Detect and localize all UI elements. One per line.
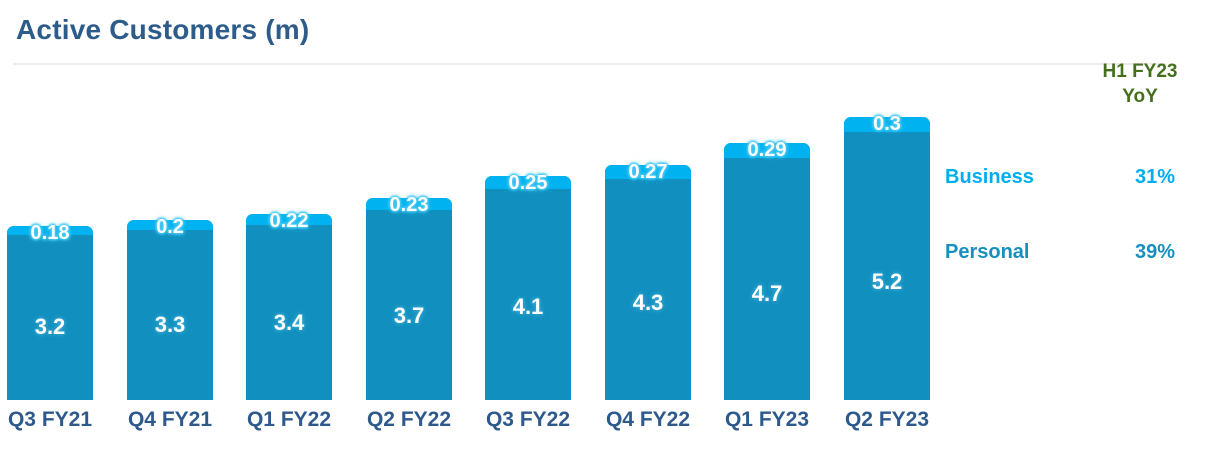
bar-segment-business <box>7 226 93 235</box>
bar-value-business: 0.27 <box>628 161 668 183</box>
bar-segment-business <box>246 214 332 225</box>
legend-label-business: Business <box>945 166 1034 188</box>
x-axis-label: Q2 FY22 <box>366 408 452 431</box>
bar-segment-business <box>485 176 571 189</box>
legend-item-personal: Personal 39% <box>945 241 1175 264</box>
bar-value-personal: 3.2 <box>34 314 66 339</box>
bar-segment-business <box>724 143 810 158</box>
bar-value-personal: 4.3 <box>632 290 664 315</box>
legend-header: H1 FY23 YoY <box>1080 59 1200 109</box>
x-axis-label: Q1 FY23 <box>724 408 810 431</box>
bar-value-business: 0.3 <box>873 113 901 135</box>
bar-value-business: 0.18 <box>30 222 70 244</box>
x-axis-label: Q4 FY21 <box>127 408 213 431</box>
bar-value-business: 0.23 <box>389 194 429 216</box>
bar-q3-fy21: 0.18 3.2 <box>7 222 93 400</box>
bar-segment-business <box>127 220 213 230</box>
bar-segment-business <box>605 165 691 179</box>
bar-q4-fy22: 0.27 4.3 <box>605 161 691 400</box>
bar-chart: 0.18 3.2 Q3 FY21 0.2 3.3 Q4 FY21 0.22 3.4 Q1 FY2… <box>7 70 957 450</box>
title-divider <box>13 63 1166 65</box>
bar-segment-business <box>844 117 930 132</box>
bar-q4-fy21: 0.2 3.3 <box>127 216 213 400</box>
chart-title: Active Customers (m) <box>16 14 310 45</box>
bar-q2-fy22: 0.23 3.7 <box>366 194 452 400</box>
bar-value-personal: 5.2 <box>871 269 903 294</box>
x-axis-label: Q3 FY22 <box>485 408 571 431</box>
bar-value-business: 0.29 <box>747 139 787 161</box>
bar-value-business: 0.25 <box>508 172 548 194</box>
bar-value-personal: 3.3 <box>154 312 186 337</box>
bar-value-business: 0.2 <box>156 216 184 238</box>
legend-value-personal: 39% <box>1134 241 1175 263</box>
x-axis-label: Q2 FY23 <box>844 408 930 431</box>
bar-segment-business <box>366 198 452 210</box>
x-axis-label: Q4 FY22 <box>605 408 691 431</box>
bar-value-personal: 3.7 <box>393 303 425 328</box>
bar-value-personal: 4.1 <box>512 294 544 319</box>
bar-value-business: 0.22 <box>269 210 309 232</box>
legend-header-line2: YoY <box>1122 86 1158 107</box>
bar-value-personal: 3.4 <box>273 310 305 335</box>
x-axis-label: Q3 FY21 <box>7 408 93 431</box>
bar-q3-fy22: 0.25 4.1 <box>485 172 571 400</box>
legend-label-personal: Personal <box>945 241 1030 263</box>
bar-q2-fy23: 0.3 5.2 <box>844 113 930 400</box>
legend-header-line1: H1 FY23 <box>1102 61 1178 82</box>
bar-q1-fy23: 0.29 4.7 <box>724 139 810 400</box>
legend-item-business: Business 31% <box>945 166 1175 189</box>
x-axis-label: Q1 FY22 <box>246 408 332 431</box>
bar-value-personal: 4.7 <box>751 281 783 306</box>
bar-q1-fy22: 0.22 3.4 <box>246 210 332 400</box>
legend-value-business: 31% <box>1134 166 1175 188</box>
